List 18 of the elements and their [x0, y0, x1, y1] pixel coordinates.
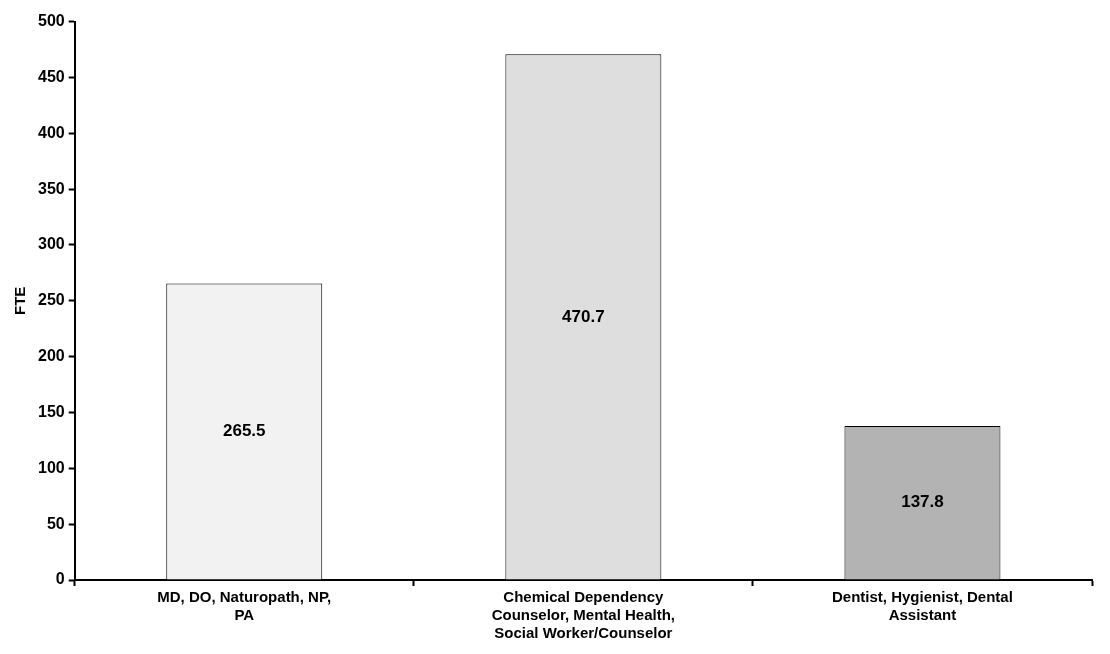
y-tick-label: 300: [37, 235, 65, 253]
y-tick-label: 150: [37, 402, 65, 420]
y-tick-label: 400: [37, 123, 65, 141]
y-tick-label: 450: [37, 67, 65, 85]
y-axis-title: FTE: [11, 286, 29, 315]
x-tick-label: Dentist, Hygienist, Dental Assistant: [832, 588, 1013, 624]
y-tick-label: 350: [37, 179, 65, 197]
y-tick-label: 500: [37, 12, 65, 30]
data-label: 137.8: [901, 492, 944, 512]
data-label: 265.5: [222, 421, 266, 441]
x-tick-label: MD, DO, Naturopath, NP, PA: [157, 588, 332, 624]
y-tick-label: 250: [37, 291, 65, 309]
y-tick-label: 50: [46, 514, 65, 532]
y-tick-label: 0: [55, 570, 65, 588]
data-label: 470.7: [562, 306, 605, 326]
x-tick-label: Chemical Dependency Counselor, Mental Health, Social Worker/Counselor: [491, 588, 676, 642]
y-tick-label: 100: [37, 458, 65, 476]
y-tick-label: 200: [37, 347, 65, 365]
